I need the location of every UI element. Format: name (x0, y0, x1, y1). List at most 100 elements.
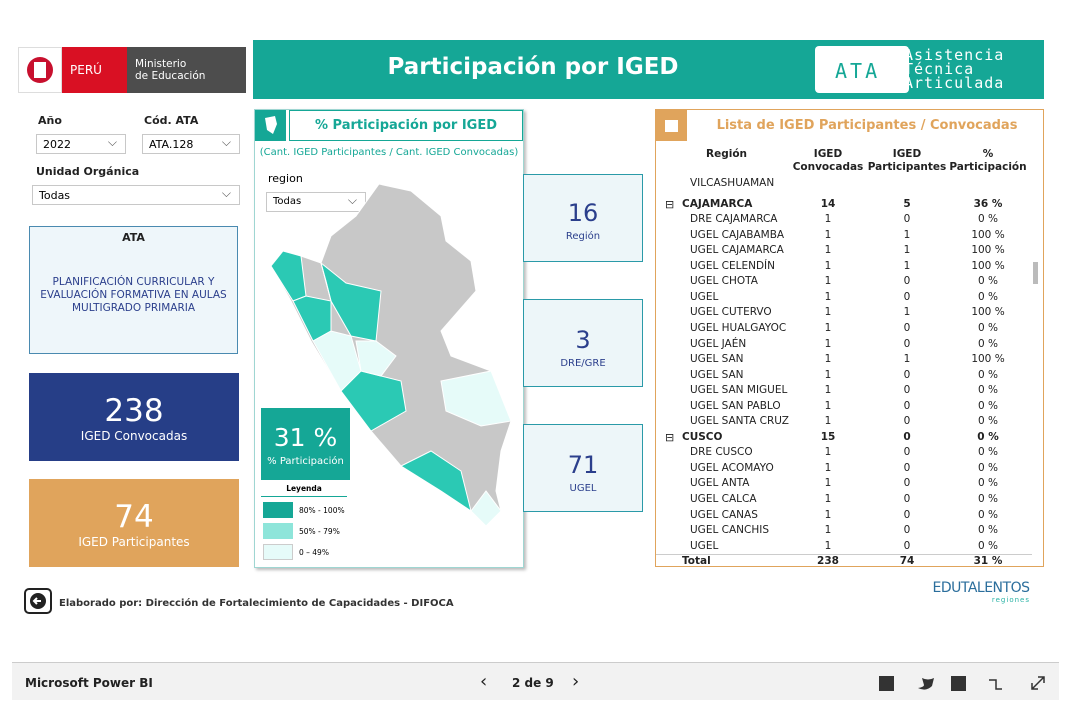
table-cell: UGEL ACOMAYO (690, 461, 774, 474)
table-cell: CUSCO (682, 430, 723, 443)
scrollbar[interactable] (1032, 150, 1041, 555)
table-cell: 1 (903, 353, 911, 366)
table-cell: 15 (820, 430, 836, 443)
table-cell: 1 (824, 493, 832, 505)
table-cell: 0 % (978, 461, 998, 474)
table-cell: 1 (903, 306, 911, 319)
next-page[interactable]: › (572, 671, 580, 692)
count-card: 71 UGEL (523, 424, 643, 512)
prev-page[interactable]: ‹ (480, 671, 488, 692)
table: Región IGED Convocadas IGED Participantes% Pa… (656, 143, 1032, 566)
title-bar: Participación por IGED ATA Asistencia Té… (253, 40, 1044, 99)
table-cell: DRE CAJAMARCA (690, 213, 778, 226)
table-cell: 100 % (971, 259, 1005, 272)
table-cell: UGEL CUTERVO (690, 306, 772, 319)
legend-swatch (263, 523, 293, 539)
table-cell: UGEL CELENDÍN (690, 259, 775, 272)
table-cell: 1 (824, 321, 832, 334)
table-cell: UGEL CANAS (690, 508, 758, 521)
brand: EDUTALENTOS regiones (932, 580, 1031, 604)
filter-label: Unidad Orgánica (36, 165, 140, 178)
back-button[interactable] (24, 588, 52, 614)
table-cell: 0 (903, 508, 911, 521)
filter-dropdown[interactable]: Todas (32, 185, 240, 205)
table-cell: 1 (824, 384, 832, 397)
table-cell: 1 (824, 353, 832, 366)
table-cell: 0 % (978, 508, 998, 521)
table-cell: 0 % (978, 321, 998, 334)
filter-label: Año (38, 114, 62, 127)
share-icons[interactable] (872, 672, 1052, 694)
legend-item: 50% - 79% (299, 527, 340, 536)
table-cell: 0 % (978, 539, 998, 552)
table-icon (656, 110, 687, 141)
table-cell: UGEL (690, 539, 719, 552)
table-cell: UGEL ANTA (690, 477, 750, 490)
ata-word: Articulada (904, 74, 1005, 92)
shield (18, 47, 62, 93)
table-cell: 0 (903, 290, 911, 303)
table-cell: 1 (824, 275, 832, 288)
kpi-value: 74 (114, 499, 154, 535)
legend-title: Leyenda (261, 484, 347, 497)
count-label: Región (565, 231, 601, 242)
shield-icon (27, 57, 53, 83)
table-cell: 0 (903, 275, 911, 288)
count-value: 71 (567, 451, 599, 479)
ata-card-line: MULTIGRADO PRIMARIA (71, 302, 196, 314)
table-cell: 0 % (977, 430, 999, 443)
table-cell: 0 % (978, 399, 998, 412)
table-cell: 0 (903, 399, 911, 412)
table-cell: UGEL SAN (690, 368, 744, 381)
legend-item: 0 – 49% (299, 548, 329, 557)
map-icon (255, 110, 286, 141)
legend-item: 80% - 100% (299, 506, 345, 515)
table-cell: 1 (824, 524, 832, 537)
table-cell: 0 (903, 477, 911, 490)
column-header: IGED (892, 148, 922, 160)
total-cell: Total (682, 555, 711, 566)
map-kpi-value: 31 % (273, 423, 338, 452)
ministry-line: de Educación (135, 70, 206, 82)
table-cell: UGEL SANTA CRUZ (690, 415, 789, 428)
table-cell: 0 (903, 415, 911, 428)
peru-map (270, 183, 512, 527)
table-cell: 0 % (978, 415, 998, 428)
table-cell: 1 (824, 461, 832, 474)
table-cell: 1 (824, 368, 832, 381)
table-cell: 0 (903, 493, 911, 505)
map-title: % Participación por IGED (289, 110, 523, 141)
ata-card: ATA PLANIFICACIÓN CURRICULAR Y EVALUACIÓ… (29, 226, 238, 354)
table-cell: 1 (824, 337, 832, 350)
scroll-thumb[interactable] (1033, 262, 1038, 284)
credit: Elaborado por: Dirección de Fortalecimie… (59, 598, 454, 609)
total-separator (656, 554, 1032, 566)
table-cell: 100 % (971, 244, 1005, 257)
table-cell: 0 (903, 368, 911, 381)
table-cell: 1 (824, 244, 832, 257)
title: Participación por IGED (387, 54, 679, 80)
table-cell: UGEL CHOTA (690, 275, 758, 288)
table-cell: 1 (824, 228, 832, 241)
expand-toggle: ⊟ (665, 430, 675, 444)
filter-dropdown[interactable]: 2022 (36, 134, 126, 154)
table-cell: 1 (824, 446, 832, 459)
table-cell: CAJAMARCA (682, 197, 753, 210)
page-indicator: 2 de 9 (512, 676, 554, 690)
table-cell: 0 % (978, 213, 998, 226)
ata-logo: ATA (815, 46, 909, 93)
table-cell: VILCASHUAMAN (690, 177, 775, 189)
table-cell: 1 (824, 290, 832, 303)
table-cell: 0 % (978, 368, 998, 381)
table-cell: 0 (903, 446, 911, 459)
filter-dropdown[interactable]: ATA.128 (142, 134, 240, 154)
legend-swatch (263, 502, 293, 518)
table-cell: 0 % (978, 275, 998, 288)
table-cell: 0 % (978, 384, 998, 397)
expand-toggle: ⊟ (665, 197, 675, 211)
column-header: IGED (813, 148, 843, 160)
map-kpi-label: % Participación (267, 456, 344, 467)
region-dropdown[interactable]: Todas (266, 192, 366, 212)
ata-card-line: PLANIFICACIÓN CURRICULAR Y (52, 276, 215, 288)
